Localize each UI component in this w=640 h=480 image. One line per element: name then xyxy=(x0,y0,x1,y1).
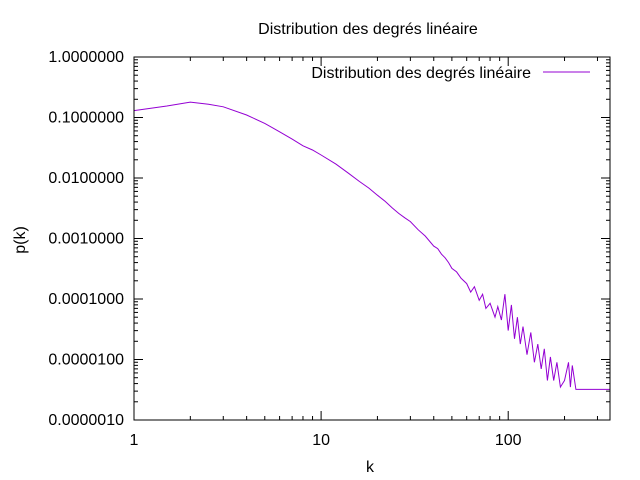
plot-frame xyxy=(133,56,611,421)
y-tick-label: 1.0000000 xyxy=(48,49,124,66)
y-tick-label: 0.0000010 xyxy=(48,412,124,429)
series-group xyxy=(133,101,610,390)
y-tick-label: 0.0001000 xyxy=(48,291,124,308)
ticks-group: 1.0000000 0.1000000 0.0100000 0.0010000 0.00… xyxy=(48,49,610,449)
x-tick-label: 1 xyxy=(130,432,139,449)
y-tick-label: 0.0000100 xyxy=(48,352,124,369)
y-tick-label: 0.0100000 xyxy=(48,170,124,187)
series-line-0 xyxy=(133,101,610,390)
y-axis-label: p(k) xyxy=(12,226,29,254)
y-tick-label: 0.0010000 xyxy=(48,231,124,248)
x-axis-label: k xyxy=(366,459,375,476)
y-tick-label: 0.1000000 xyxy=(48,110,124,127)
legend: Distribution des degrés linéaire xyxy=(311,65,590,82)
x-tick-label: 100 xyxy=(495,432,522,449)
chart-title: Distribution des degrés linéaire xyxy=(258,21,478,38)
x-tick-label: 10 xyxy=(312,432,330,449)
legend-label: Distribution des degrés linéaire xyxy=(311,65,531,82)
